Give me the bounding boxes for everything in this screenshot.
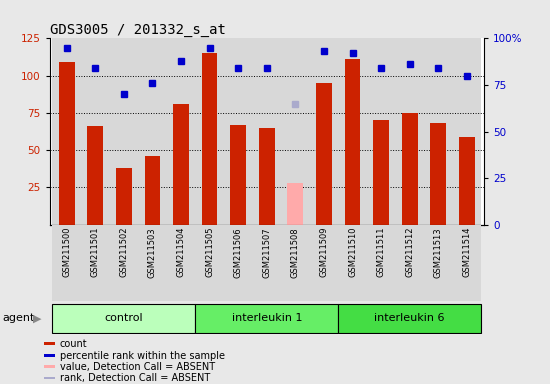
- Bar: [338, 304, 481, 333]
- Bar: [195, 225, 224, 301]
- Bar: [281, 225, 310, 301]
- Bar: [367, 38, 395, 225]
- Bar: [138, 38, 167, 225]
- Bar: [109, 225, 138, 301]
- Text: percentile rank within the sample: percentile rank within the sample: [60, 351, 225, 361]
- Text: GSM211511: GSM211511: [377, 227, 386, 278]
- Bar: [224, 225, 252, 301]
- Bar: [81, 225, 109, 301]
- Bar: [81, 38, 109, 225]
- Bar: [431, 123, 446, 225]
- Text: GSM211507: GSM211507: [262, 227, 271, 278]
- Bar: [459, 137, 475, 225]
- Bar: [138, 225, 167, 301]
- Text: interleukin 1: interleukin 1: [232, 313, 302, 323]
- Bar: [109, 38, 138, 225]
- Bar: [44, 377, 55, 379]
- Bar: [395, 225, 424, 301]
- Bar: [52, 304, 195, 333]
- Bar: [167, 225, 195, 301]
- Bar: [59, 62, 74, 225]
- Bar: [259, 128, 274, 225]
- Bar: [87, 126, 103, 225]
- Text: GSM211510: GSM211510: [348, 227, 357, 278]
- Bar: [453, 38, 481, 225]
- Text: GSM211500: GSM211500: [62, 227, 71, 278]
- Bar: [402, 113, 417, 225]
- Text: GDS3005 / 201332_s_at: GDS3005 / 201332_s_at: [50, 23, 225, 37]
- Text: GSM211501: GSM211501: [91, 227, 100, 278]
- Bar: [395, 38, 424, 225]
- Text: count: count: [60, 339, 87, 349]
- Bar: [252, 225, 281, 301]
- Bar: [230, 125, 246, 225]
- Text: GSM211513: GSM211513: [434, 227, 443, 278]
- Text: agent: agent: [3, 313, 35, 323]
- Bar: [224, 38, 252, 225]
- Bar: [173, 104, 189, 225]
- Bar: [52, 38, 81, 225]
- Text: GSM211506: GSM211506: [234, 227, 243, 278]
- Bar: [288, 183, 303, 225]
- Bar: [310, 38, 338, 225]
- Text: value, Detection Call = ABSENT: value, Detection Call = ABSENT: [60, 362, 215, 372]
- Text: interleukin 6: interleukin 6: [375, 313, 445, 323]
- Bar: [316, 83, 332, 225]
- Text: GSM211504: GSM211504: [177, 227, 185, 278]
- Bar: [145, 156, 160, 225]
- Bar: [373, 120, 389, 225]
- Text: GSM211502: GSM211502: [119, 227, 128, 278]
- Text: control: control: [104, 313, 143, 323]
- Text: GSM211512: GSM211512: [405, 227, 414, 278]
- Text: rank, Detection Call = ABSENT: rank, Detection Call = ABSENT: [60, 373, 210, 383]
- Bar: [202, 53, 217, 225]
- Bar: [52, 225, 81, 301]
- Bar: [424, 38, 453, 225]
- Bar: [44, 365, 55, 368]
- Bar: [116, 168, 131, 225]
- Text: GSM211508: GSM211508: [291, 227, 300, 278]
- Text: GSM211514: GSM211514: [463, 227, 471, 278]
- Text: ▶: ▶: [33, 313, 42, 323]
- Bar: [167, 38, 195, 225]
- Bar: [44, 354, 55, 356]
- Bar: [338, 38, 367, 225]
- Bar: [453, 225, 481, 301]
- Text: GSM211503: GSM211503: [148, 227, 157, 278]
- Bar: [252, 38, 281, 225]
- Bar: [338, 225, 367, 301]
- Bar: [367, 225, 395, 301]
- Text: GSM211505: GSM211505: [205, 227, 214, 278]
- Bar: [424, 225, 453, 301]
- Text: GSM211509: GSM211509: [320, 227, 328, 278]
- Bar: [281, 38, 310, 225]
- Bar: [44, 343, 55, 345]
- Bar: [310, 225, 338, 301]
- Bar: [195, 38, 224, 225]
- Bar: [195, 304, 338, 333]
- Bar: [345, 59, 360, 225]
